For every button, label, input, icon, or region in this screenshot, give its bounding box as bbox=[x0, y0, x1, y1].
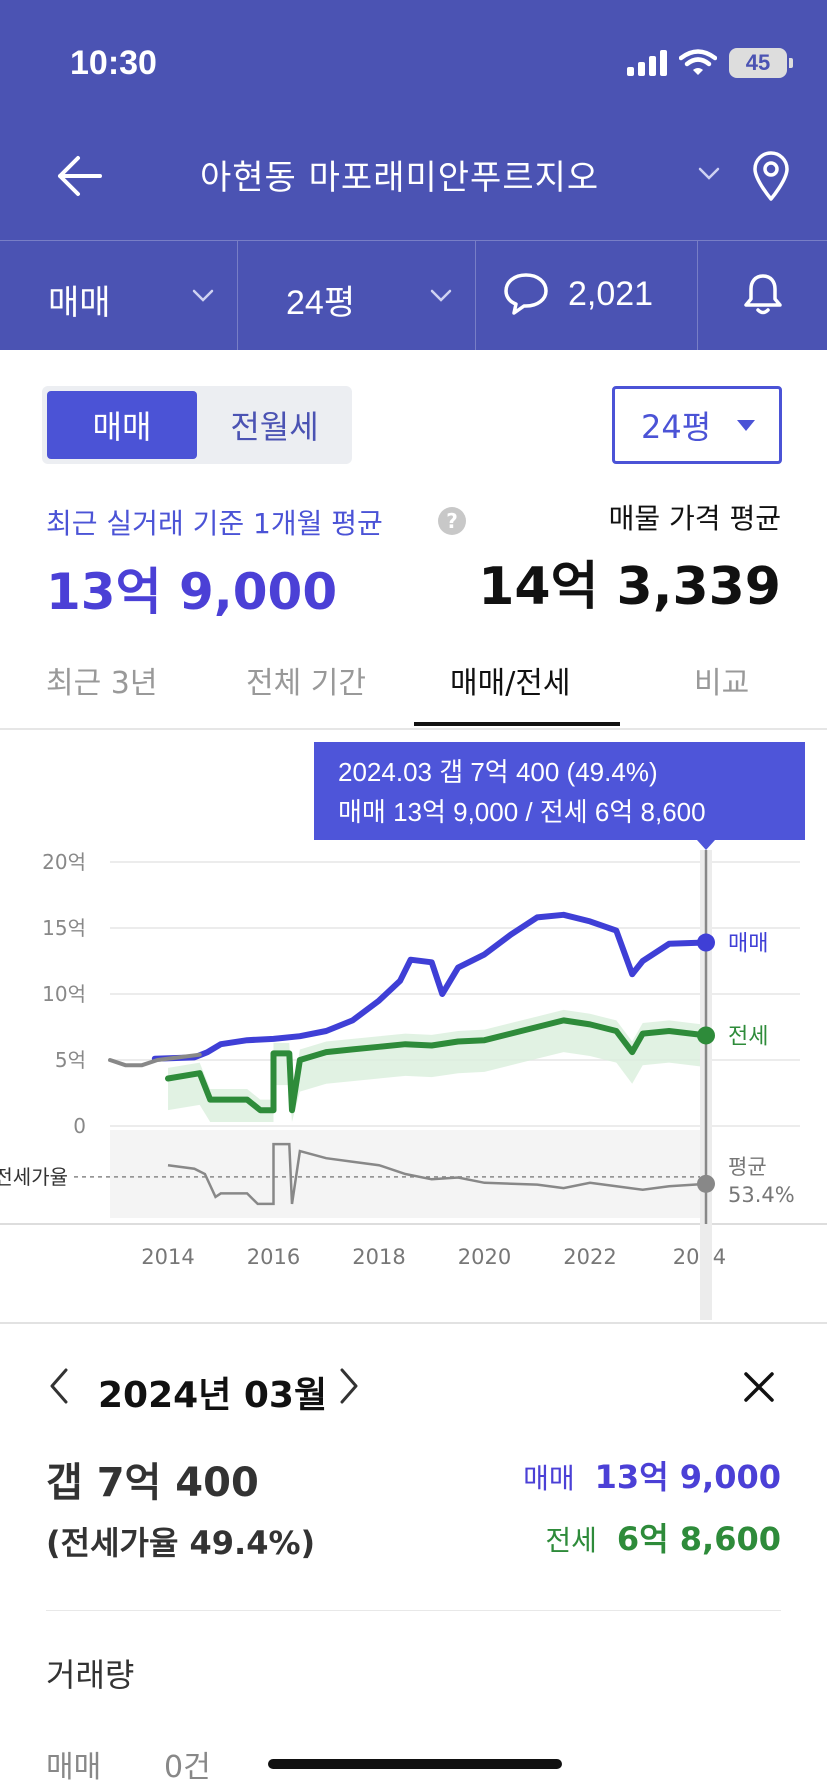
area-dropdown[interactable]: 24평 bbox=[238, 241, 476, 351]
tooltip-line-2: 매매 13억 9,000 / 전세 6억 8,600 bbox=[338, 797, 706, 827]
price-chart[interactable]: 20억 15억 10억 5억 0 전세가율 2014 2016 2018 2020 2022 2024… bbox=[0, 730, 827, 1320]
toggle-sale[interactable]: 매매 bbox=[47, 391, 197, 459]
y-tick-label: 20억 bbox=[42, 850, 86, 874]
divider bbox=[46, 1610, 781, 1611]
map-pin-icon[interactable] bbox=[750, 150, 792, 202]
tooltip-arrow bbox=[697, 840, 715, 850]
size-select-label: 24평 bbox=[641, 408, 712, 446]
back-arrow-icon[interactable] bbox=[52, 148, 108, 204]
sale-price-label: 매매 bbox=[523, 1462, 575, 1495]
size-select[interactable]: 24평 bbox=[612, 386, 782, 464]
status-icons: 45 bbox=[627, 48, 793, 78]
jeonse-range-area bbox=[168, 1009, 706, 1123]
tab-compare[interactable]: 비교 bbox=[694, 666, 750, 701]
recent-average-label: 최근 실거래 기준 1개월 평균 bbox=[46, 507, 383, 540]
help-icon[interactable]: ? bbox=[438, 507, 466, 535]
series-line-1 bbox=[165, 1017, 709, 1114]
chart-tooltip: 2024.03 갭 7억 400 (49.4%) 매매 13억 9,000 / … bbox=[314, 742, 805, 840]
bell-icon bbox=[744, 274, 782, 315]
volume-title: 거래량 bbox=[46, 1656, 135, 1694]
ratio-end-label: 평균 bbox=[728, 1155, 767, 1179]
ratio-axis-label: 전세가율 bbox=[0, 1165, 68, 1189]
x-tick-label: 2018 bbox=[352, 1245, 405, 1269]
y-tick-label: 5억 bbox=[55, 1048, 86, 1072]
comments-button[interactable]: 2,021 bbox=[476, 241, 698, 351]
status-bar: 10:30 45 bbox=[0, 0, 827, 120]
home-indicator bbox=[268, 1759, 562, 1769]
y-tick-label: 15억 bbox=[42, 916, 86, 940]
tab-recent-3y[interactable]: 최근 3년 bbox=[46, 666, 158, 701]
tab-all-period[interactable]: 전체 기간 bbox=[246, 666, 366, 701]
series-line-2 bbox=[108, 1052, 202, 1068]
jeonse-price-row: 전세 6억 8,600 bbox=[545, 1514, 781, 1560]
jeonse-price-value: 6억 8,600 bbox=[616, 1520, 781, 1558]
volume-sale-label: 매매 bbox=[46, 1750, 102, 1785]
chevron-down-icon bbox=[430, 289, 452, 302]
jeonse-ratio-line bbox=[167, 1142, 707, 1206]
notification-button[interactable] bbox=[698, 241, 827, 351]
jeonse-ratio-value: (전세가율 49.4%) bbox=[46, 1524, 316, 1562]
close-icon[interactable] bbox=[742, 1370, 776, 1404]
x-tick-label: 2024 bbox=[673, 1245, 726, 1269]
ratio-end-dot bbox=[697, 1174, 715, 1193]
jeonse-end-label: 전세 bbox=[728, 1024, 768, 1049]
x-tick-label: 2022 bbox=[563, 1245, 616, 1269]
jeonse-price-label: 전세 bbox=[545, 1524, 597, 1557]
trade-type-dropdown[interactable]: 매매 bbox=[0, 241, 238, 351]
section-divider bbox=[0, 1322, 827, 1324]
x-tick-label: 2016 bbox=[247, 1245, 300, 1269]
caret-down-icon bbox=[737, 420, 755, 431]
ratio-average-value: 53.4% bbox=[728, 1183, 795, 1207]
trade-type-label: 매매 bbox=[48, 284, 111, 322]
filter-bar: 매매 24평 2,021 bbox=[0, 240, 827, 351]
signal-icon bbox=[627, 50, 667, 76]
app-header: 10:30 45 아현동 마포래미안푸르지오 매매 bbox=[0, 0, 827, 351]
area-label: 24평 bbox=[286, 284, 356, 322]
status-time: 10:30 bbox=[70, 44, 157, 82]
x-tick-label: 2020 bbox=[458, 1245, 511, 1269]
chevron-right-icon[interactable] bbox=[336, 1366, 362, 1406]
gap-value: 갭 7억 400 bbox=[46, 1460, 259, 1506]
sale-end-dot bbox=[697, 933, 715, 952]
battery-icon: 45 bbox=[729, 48, 793, 78]
chevron-down-icon bbox=[192, 289, 214, 302]
month-detail-panel: 2024년 03월 갭 7억 400 (전세가율 49.4%) 매매 13억 9… bbox=[0, 1324, 827, 1788]
listing-average-label: 매물 가격 평균 bbox=[608, 502, 781, 535]
active-tab-indicator bbox=[414, 722, 620, 726]
comment-count: 2,021 bbox=[568, 275, 654, 313]
toggle-rent[interactable]: 전월세 bbox=[230, 408, 319, 446]
nav-bar: 아현동 마포래미안푸르지오 bbox=[0, 130, 827, 220]
apartment-title[interactable]: 아현동 마포래미안푸르지오 bbox=[200, 158, 600, 198]
series-line-0 bbox=[151, 911, 709, 1062]
tab-sale-jeonse[interactable]: 매매/전세 bbox=[450, 666, 571, 701]
y-tick-label: 0 bbox=[73, 1114, 86, 1138]
sale-end-label: 매매 bbox=[728, 932, 768, 957]
chevron-down-icon[interactable] bbox=[694, 158, 724, 188]
trade-toggle: 매매 전월세 bbox=[42, 386, 352, 464]
chat-bubble-icon bbox=[504, 273, 548, 315]
recent-average-value: 13억 9,000 bbox=[46, 563, 338, 621]
wifi-icon bbox=[679, 49, 717, 75]
sale-price-value: 13억 9,000 bbox=[594, 1458, 781, 1496]
volume-sale-value: 0건 bbox=[164, 1750, 211, 1785]
sale-price-row: 매매 13억 9,000 bbox=[523, 1452, 781, 1498]
jeonse-end-dot bbox=[697, 1026, 715, 1045]
tooltip-line-1: 2024.03 갭 7억 400 (49.4%) bbox=[338, 757, 658, 787]
y-tick-label: 10억 bbox=[42, 982, 86, 1006]
chevron-left-icon[interactable] bbox=[46, 1366, 72, 1406]
x-tick-label: 2014 bbox=[141, 1245, 194, 1269]
chart-tabs: 최근 3년 전체 기간 매매/전세 비교 bbox=[0, 650, 827, 730]
selected-month: 2024년 03월 bbox=[98, 1375, 328, 1416]
listing-average-value: 14억 3,339 bbox=[478, 557, 781, 617]
